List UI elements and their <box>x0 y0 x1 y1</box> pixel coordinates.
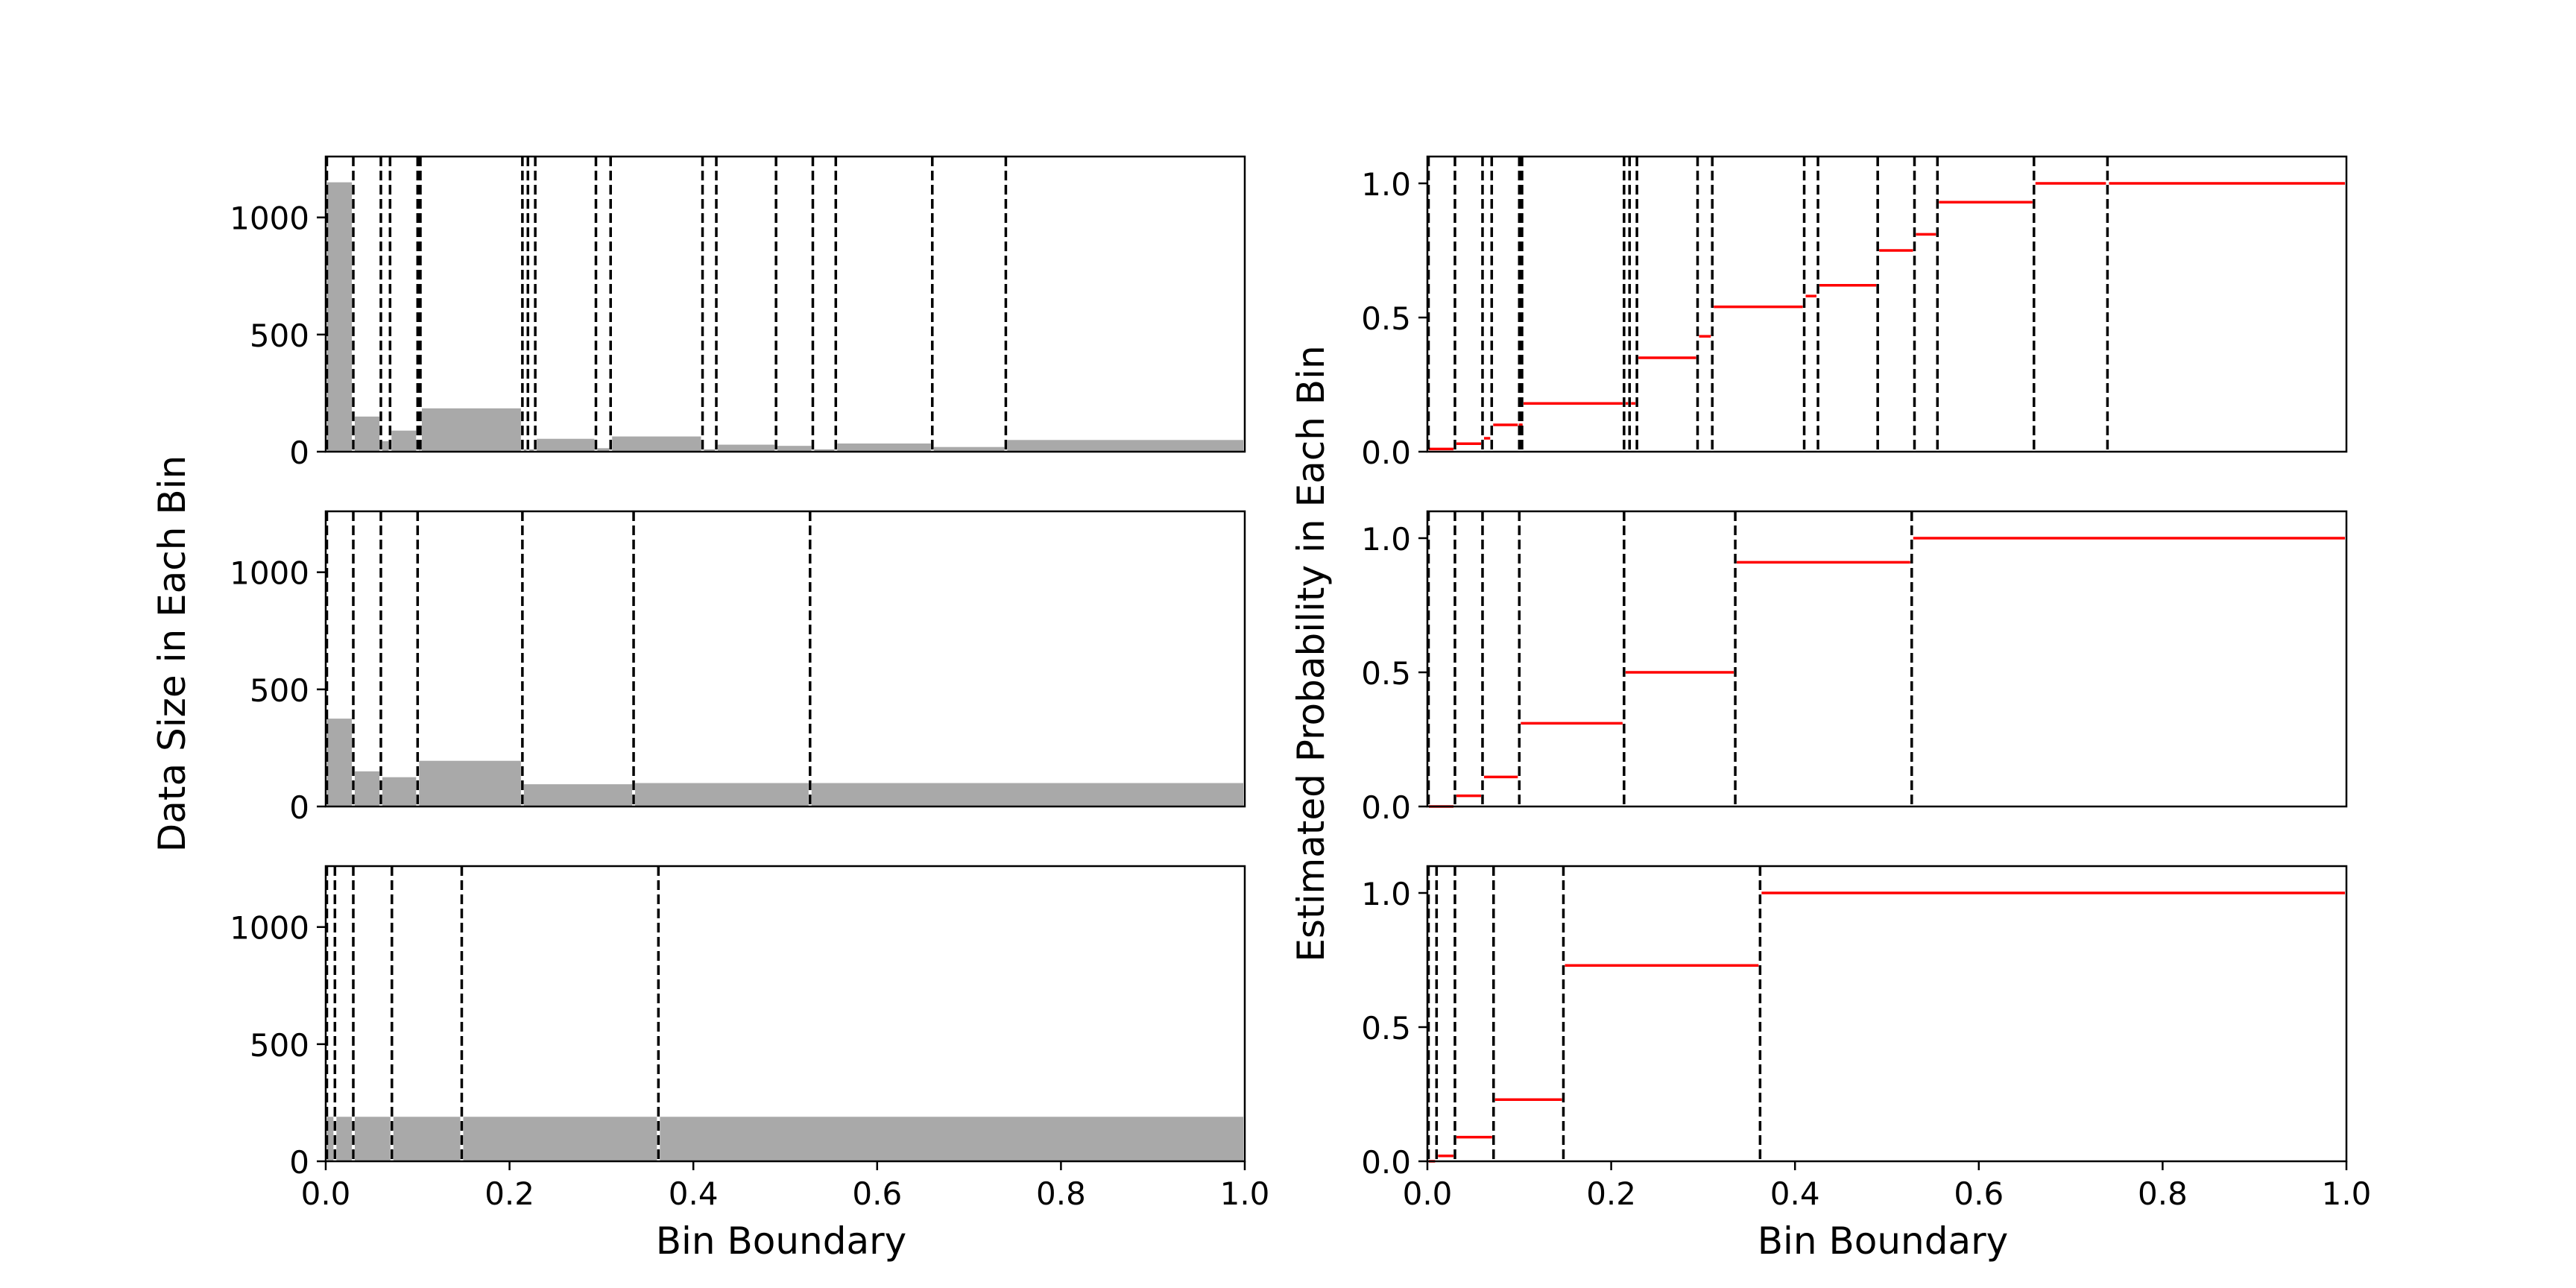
axes-frame <box>1426 510 2348 808</box>
right-x-axis-label: Bin Boundary <box>1758 1219 2009 1263</box>
bar <box>777 446 812 452</box>
axes-frame <box>1426 155 2348 453</box>
bar <box>704 449 716 452</box>
y-tick-label: 0 <box>289 435 309 471</box>
bar <box>354 1117 391 1161</box>
bar <box>391 430 417 452</box>
bar <box>1007 440 1243 452</box>
y-tick-label: 0.0 <box>1361 789 1411 826</box>
axes-frame <box>324 865 1246 1163</box>
y-tick-label: 1000 <box>230 201 309 237</box>
bar <box>327 719 352 806</box>
x-tick-label: 0.2 <box>1586 1175 1636 1212</box>
y-tick-label: 500 <box>250 318 309 354</box>
left-y-axis-label: Data Size in Each Bin <box>151 455 194 852</box>
x-tick-label: 1.0 <box>2322 1175 2372 1212</box>
axes-frame <box>324 155 1246 453</box>
x-tick-label: 0.6 <box>852 1175 902 1212</box>
bar <box>420 448 422 452</box>
bar <box>814 449 835 452</box>
axes-frame <box>1426 865 2348 1163</box>
bar <box>612 436 701 452</box>
y-tick-label: 500 <box>250 1027 309 1064</box>
y-tick-label: 0 <box>289 789 309 826</box>
bar <box>420 448 421 452</box>
x-tick-label: 0.2 <box>484 1175 534 1212</box>
bar <box>419 448 420 452</box>
y-tick-label: 1000 <box>230 910 309 947</box>
bar <box>597 448 610 452</box>
y-tick-label: 1.0 <box>1361 166 1411 203</box>
panel-right-bottom: 0.0 0.5 1.0 0.0 0.2 0.4 0.6 0.8 1.0 <box>1361 865 2372 1212</box>
x-tick-label: 0.0 <box>301 1175 351 1212</box>
bar <box>635 783 809 806</box>
bar <box>421 408 521 452</box>
y-tick-label: 0.5 <box>1361 1010 1411 1046</box>
x-tick-label: 1.0 <box>1220 1175 1270 1212</box>
right-y-axis-label: Estimated Probability in Each Bin <box>1289 345 1333 962</box>
y-tick-label: 500 <box>250 672 309 709</box>
panel-right-top: 0.0 0.5 1.0 <box>1361 155 2348 471</box>
bar <box>811 783 1243 806</box>
x-tick-label: 0.4 <box>669 1175 719 1212</box>
bar <box>382 777 417 806</box>
bar <box>837 443 931 452</box>
bar <box>382 441 389 452</box>
bar <box>354 771 379 806</box>
bar <box>660 1117 1243 1161</box>
x-tick-label: 0.6 <box>1954 1175 2004 1212</box>
x-tick-label: 0.8 <box>2138 1175 2188 1212</box>
left-x-axis-label: Bin Boundary <box>656 1219 907 1263</box>
bar <box>537 438 595 452</box>
y-tick-label: 0.5 <box>1361 300 1411 337</box>
bar <box>354 416 379 452</box>
axes-frame <box>324 510 1246 808</box>
bar <box>393 1117 461 1161</box>
y-tick-label: 0.0 <box>1361 1144 1411 1181</box>
bar <box>523 449 527 452</box>
bar <box>419 760 521 806</box>
y-tick-label: 0.0 <box>1361 435 1411 471</box>
x-tick-label: 0.0 <box>1403 1175 1453 1212</box>
y-tick-label: 0.5 <box>1361 655 1411 692</box>
panel-right-middle: 0.0 0.5 1.0 <box>1361 510 2348 826</box>
bar <box>463 1117 657 1161</box>
panel-left-top: 0 500 1000 <box>230 155 1246 471</box>
x-tick-label: 0.8 <box>1036 1175 1086 1212</box>
bar <box>933 446 1005 452</box>
bar <box>327 1117 334 1161</box>
panel-left-middle: 0 500 1000 <box>230 510 1246 826</box>
bar <box>336 1117 352 1161</box>
panels: 0 500 1000 0 500 1000 0 500 1000 0.0 0.2 0.4 0.6 0.8 1… <box>230 155 2372 1212</box>
y-tick-label: 1000 <box>230 555 309 592</box>
y-tick-label: 1.0 <box>1361 876 1411 912</box>
x-tick-label: 0.4 <box>1770 1175 1820 1212</box>
bar <box>523 784 633 806</box>
y-tick-label: 1.0 <box>1361 521 1411 558</box>
y-tick-label: 0 <box>289 1144 309 1181</box>
bar <box>718 444 775 452</box>
bar <box>529 449 534 452</box>
panel-left-bottom: 0 500 1000 0.0 0.2 0.4 0.6 0.8 1.0 <box>230 865 1270 1212</box>
bar <box>327 182 352 452</box>
